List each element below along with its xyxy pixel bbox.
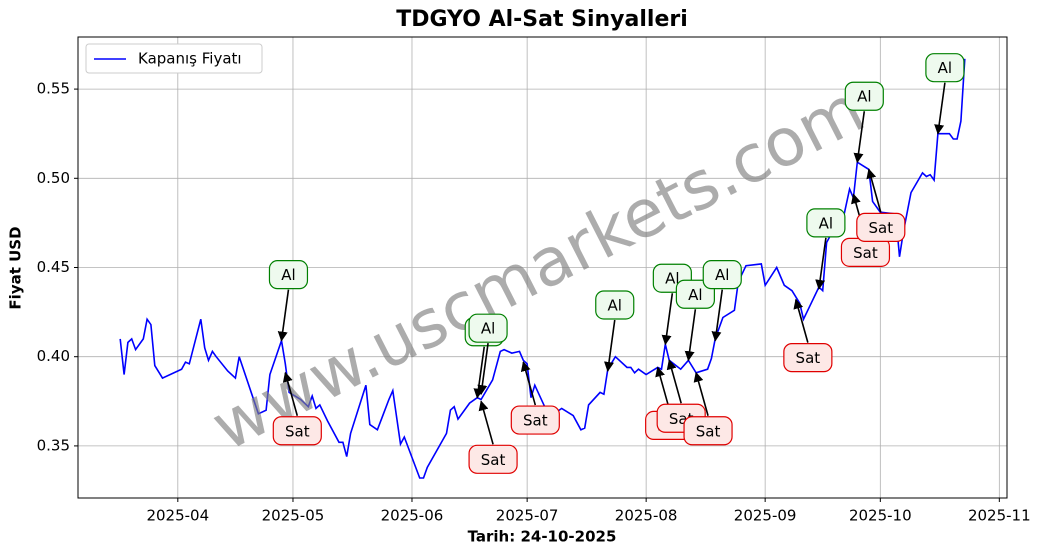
signal-arrow bbox=[793, 298, 809, 343]
x-tick-label: 2025-07 bbox=[496, 507, 559, 525]
signal-arrow bbox=[520, 361, 537, 406]
signal-box bbox=[783, 343, 833, 373]
signal-arrow bbox=[477, 343, 489, 396]
signal-arrow bbox=[853, 111, 866, 164]
signal-arrow bbox=[666, 359, 682, 404]
signal-label: Al bbox=[608, 296, 622, 314]
signal-arrow bbox=[473, 346, 486, 399]
signal-arrow bbox=[277, 289, 290, 342]
signal-label: Al bbox=[665, 270, 679, 288]
signal-arrow bbox=[604, 319, 616, 372]
y-tick-label: 0.45 bbox=[37, 258, 70, 276]
signal-label: Al bbox=[857, 88, 871, 106]
signal-arrow bbox=[655, 366, 671, 411]
signal-label: Sat bbox=[285, 422, 310, 440]
x-tick-label: 2025-04 bbox=[146, 507, 209, 525]
y-tick-label: 0.50 bbox=[37, 169, 70, 187]
signal-label: Sat bbox=[523, 412, 548, 430]
x-tick-label: 2025-05 bbox=[262, 507, 325, 525]
chart-title: TDGYO Al-Sat Sinyalleri bbox=[396, 7, 688, 32]
signal-arrow bbox=[711, 289, 724, 342]
signal-box bbox=[510, 405, 560, 435]
signal-box bbox=[272, 416, 322, 446]
y-tick-label: 0.35 bbox=[37, 436, 70, 454]
x-axis-label: Tarih: 24-10-2025 bbox=[468, 528, 617, 546]
signal-arrow bbox=[478, 400, 494, 445]
signal-label: Al bbox=[819, 214, 833, 232]
signal-label: Sat bbox=[481, 451, 506, 469]
x-tick-label: 2025-06 bbox=[381, 507, 444, 525]
x-tick-label: 2025-08 bbox=[615, 507, 678, 525]
signal-label: Al bbox=[938, 59, 952, 77]
signal-label: Al bbox=[688, 286, 702, 304]
y-tick-label: 0.40 bbox=[37, 347, 70, 365]
signal-label: Sat bbox=[696, 422, 721, 440]
signal-label: Sat bbox=[853, 244, 878, 262]
x-tick-label: 2025-10 bbox=[849, 507, 912, 525]
signal-arrow bbox=[866, 168, 882, 213]
x-tick-label: 2025-09 bbox=[734, 507, 797, 525]
signal-box bbox=[468, 313, 508, 343]
signal-box bbox=[925, 53, 965, 83]
signal-label: Sat bbox=[868, 219, 893, 237]
signal-box bbox=[683, 416, 733, 446]
signal-box bbox=[702, 260, 742, 290]
signal-box bbox=[856, 212, 906, 242]
signal-arrow bbox=[661, 293, 674, 346]
x-tick-label: 2025-11 bbox=[968, 507, 1031, 525]
grid bbox=[78, 37, 1007, 498]
legend-box bbox=[85, 43, 263, 74]
y-tick-label: 0.55 bbox=[37, 80, 70, 98]
signal-box bbox=[468, 444, 518, 474]
y-axis-label: Fiyat USD bbox=[7, 226, 25, 309]
signal-arrow bbox=[815, 237, 827, 290]
signal-box bbox=[844, 81, 884, 111]
signal-box bbox=[675, 279, 715, 309]
legend-label: Kapanış Fiyatı bbox=[138, 50, 242, 68]
signal-arrow bbox=[934, 82, 946, 135]
signal-label: Sat bbox=[796, 349, 821, 367]
signal-label: Al bbox=[281, 266, 295, 284]
signal-box bbox=[268, 260, 309, 290]
signal-arrow bbox=[684, 309, 697, 362]
signal-arrow bbox=[693, 371, 709, 416]
signal-arrow bbox=[282, 371, 299, 416]
signal-label: Al bbox=[481, 320, 495, 338]
signal-box bbox=[595, 290, 635, 320]
signal-box bbox=[806, 208, 846, 238]
legend: Kapanış Fiyatı bbox=[85, 43, 263, 74]
signal-label: Al bbox=[715, 266, 729, 284]
